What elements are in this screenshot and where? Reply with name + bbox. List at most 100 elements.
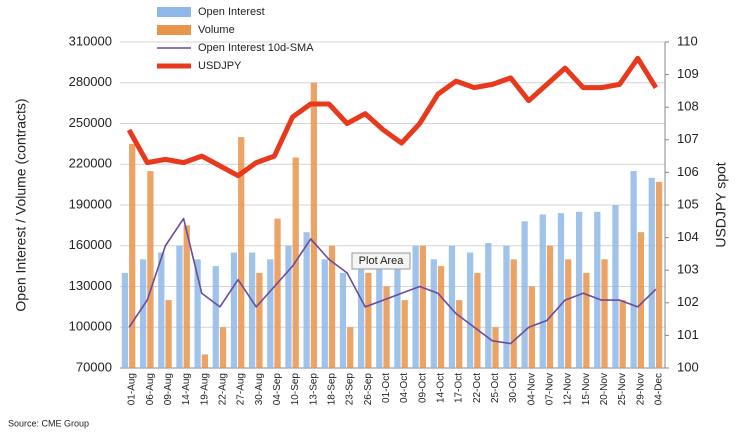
x-tick-label: 14-Aug [181, 373, 192, 405]
bar [394, 252, 401, 368]
bar [201, 354, 209, 368]
x-tick-label: 06-Aug [145, 373, 156, 405]
legend-label: Volume [198, 24, 235, 36]
legend-label: Open Interest [198, 6, 265, 18]
x-tick-label: 10-Sep [290, 373, 301, 406]
bar [655, 181, 663, 368]
bar [485, 243, 492, 368]
bar [583, 272, 590, 368]
bar [339, 272, 347, 368]
y2-tick-label: 108 [677, 99, 699, 114]
x-tick-label: 07-Nov [545, 373, 556, 405]
source: Source: CME Group [8, 418, 89, 428]
line [126, 55, 659, 179]
bar [466, 252, 474, 368]
x-tick-label: 13-Sep [308, 373, 319, 406]
x-tick-label: 12-Nov [563, 373, 574, 405]
y-tick-label: 250000 [69, 115, 112, 130]
bar [456, 300, 463, 368]
bar [521, 221, 528, 368]
y2-tick-label: 102 [677, 294, 699, 309]
bar [274, 218, 281, 368]
bar [212, 266, 219, 368]
x-tick-label: 01-Aug [127, 373, 138, 405]
y2-tick-label: 101 [677, 327, 699, 342]
bar [557, 213, 565, 368]
bar [546, 245, 554, 368]
bar [139, 259, 147, 368]
x-tick-label: 30-Aug [254, 373, 265, 405]
x-tick-label: 25-Oct [490, 373, 501, 403]
x-tick-label: 09-Oct [417, 373, 428, 403]
annotation-box [351, 252, 411, 270]
y-axis-title: Open Interest / Volume (contracts) [13, 98, 29, 311]
line [128, 217, 657, 345]
annotation: Plot Area [359, 255, 405, 267]
y-tick-label: 160000 [69, 237, 112, 252]
bar [474, 272, 481, 368]
y-tick-label: 280000 [69, 74, 112, 89]
bar [383, 286, 390, 368]
bar [448, 245, 456, 368]
bar [430, 259, 437, 368]
bar [503, 245, 510, 368]
bar [285, 245, 292, 368]
x-tick-label: 23-Sep [345, 373, 356, 406]
bar [158, 252, 165, 368]
x-tick-label: 27-Aug [236, 373, 247, 405]
bar [619, 300, 626, 368]
bar [492, 327, 499, 368]
y-tick-label: 100000 [69, 319, 112, 334]
bar [510, 259, 517, 368]
y-tick-label: 220000 [69, 156, 112, 171]
bar [401, 300, 408, 368]
bar [256, 272, 263, 368]
bar [575, 211, 583, 368]
x-tick-label: 18-Sep [327, 373, 338, 406]
x-tick-label: 22-Oct [472, 373, 483, 403]
bar [230, 252, 238, 368]
legend-label: USDJPY [198, 60, 242, 72]
y2-tick-label: 109 [677, 66, 699, 81]
x-tick-label: 30-Oct [508, 373, 519, 403]
y-tick-label: 310000 [69, 33, 112, 48]
bar [528, 286, 536, 368]
y2-axis-title: USDJPY spot [713, 162, 729, 247]
bar [147, 171, 154, 368]
bar [594, 211, 601, 368]
x-tick-label: 14-Oct [436, 373, 447, 403]
x-tick-label: 04-Oct [399, 373, 410, 403]
bar [328, 245, 336, 368]
y2-tick-label: 105 [677, 196, 699, 211]
legend-label: Open Interest 10d-SMA [198, 42, 314, 54]
bar [357, 266, 365, 368]
bar [321, 259, 328, 368]
bar [419, 245, 427, 368]
x-tick-label: 17-Oct [454, 373, 465, 403]
x-tick-label: 19-Aug [199, 373, 210, 405]
bar [129, 143, 136, 368]
bar [612, 205, 619, 368]
y-tick-label: 70000 [76, 359, 112, 374]
x-tick-label: 26-Sep [363, 373, 374, 406]
x-tick-label: 22-Aug [218, 373, 229, 405]
bar [238, 137, 245, 368]
y-tick-label: 130000 [69, 278, 112, 293]
x-tick-label: 04-Sep [272, 373, 283, 406]
y2-tick-label: 106 [677, 164, 699, 179]
bar [539, 214, 546, 368]
bar [219, 327, 227, 368]
legend-swatch [157, 25, 191, 35]
bar [303, 232, 310, 368]
bar [412, 245, 419, 368]
bar [248, 252, 256, 368]
bar [630, 171, 637, 368]
x-tick-label: 01-Oct [381, 373, 392, 403]
x-tick-label: 25-Nov [617, 373, 628, 405]
x-tick-label: 09-Aug [163, 373, 174, 405]
y2-tick-label: 100 [677, 359, 699, 374]
bar [365, 272, 372, 368]
bar [347, 327, 354, 368]
y-tick-label: 190000 [69, 196, 112, 211]
